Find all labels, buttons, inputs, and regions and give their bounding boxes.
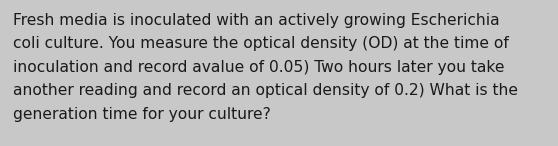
Text: Fresh media is inoculated with an actively growing Escherichia: Fresh media is inoculated with an active… <box>13 13 499 28</box>
Text: inoculation and record avalue of 0.05) Two hours later you take: inoculation and record avalue of 0.05) T… <box>13 60 504 75</box>
Text: another reading and record an optical density of 0.2) What is the: another reading and record an optical de… <box>13 84 518 99</box>
Text: coli culture. You measure the optical density (OD) at the time of: coli culture. You measure the optical de… <box>13 36 509 52</box>
Text: generation time for your culture?: generation time for your culture? <box>13 107 271 122</box>
